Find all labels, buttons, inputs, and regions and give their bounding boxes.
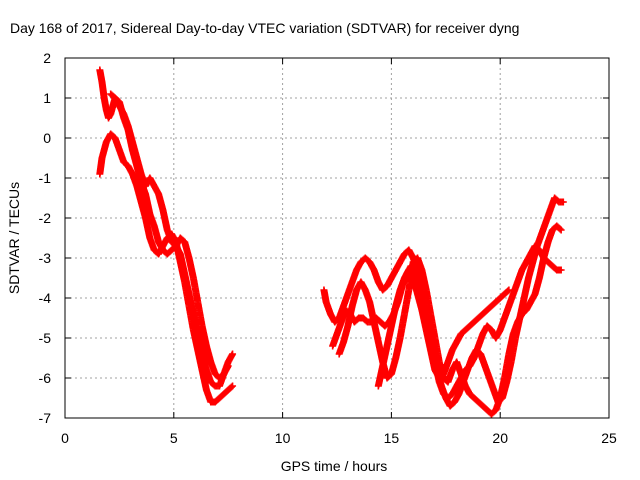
y-tick-label: -7	[39, 410, 52, 426]
x-tick-label: 0	[61, 430, 69, 446]
y-tick-label: -6	[39, 370, 52, 386]
plot-frame	[64, 57, 610, 419]
x-tick-label: 15	[384, 430, 400, 446]
data-point-plus	[505, 286, 513, 294]
data-point-plus	[229, 382, 237, 390]
y-tick-label: 1	[43, 90, 51, 106]
x-axis-label: GPS time / hours	[281, 458, 388, 474]
data-points-layer	[96, 66, 567, 418]
chart-title: Day 168 of 2017, Sidereal Day-to-day VTE…	[10, 20, 519, 36]
data-point-plus	[556, 225, 564, 233]
data-point-plus	[504, 287, 512, 295]
data-point-plus	[557, 226, 565, 234]
y-tick-label: 0	[43, 130, 51, 146]
series-7	[374, 266, 513, 390]
series-2	[96, 130, 237, 406]
y-tick-label: 2	[43, 50, 51, 66]
data-point-plus	[229, 350, 237, 358]
y-tick-label: -5	[39, 330, 52, 346]
data-point-plus	[227, 383, 235, 391]
y-axis-label: SDTVAR / TECUs	[6, 182, 22, 294]
data-point-plus	[224, 362, 232, 370]
y-tick-label: -3	[39, 250, 52, 266]
x-tick-label: 10	[275, 430, 291, 446]
y-tick-label: -4	[39, 290, 52, 306]
data-point-plus	[559, 198, 567, 206]
y-tick-label: -1	[39, 170, 52, 186]
y-tick-label: -2	[39, 210, 52, 226]
x-tick-label: 5	[170, 430, 178, 446]
x-tick-label: 20	[492, 430, 508, 446]
series-3	[107, 90, 232, 382]
x-tick-label: 25	[601, 430, 617, 446]
data-point-plus	[557, 266, 565, 274]
